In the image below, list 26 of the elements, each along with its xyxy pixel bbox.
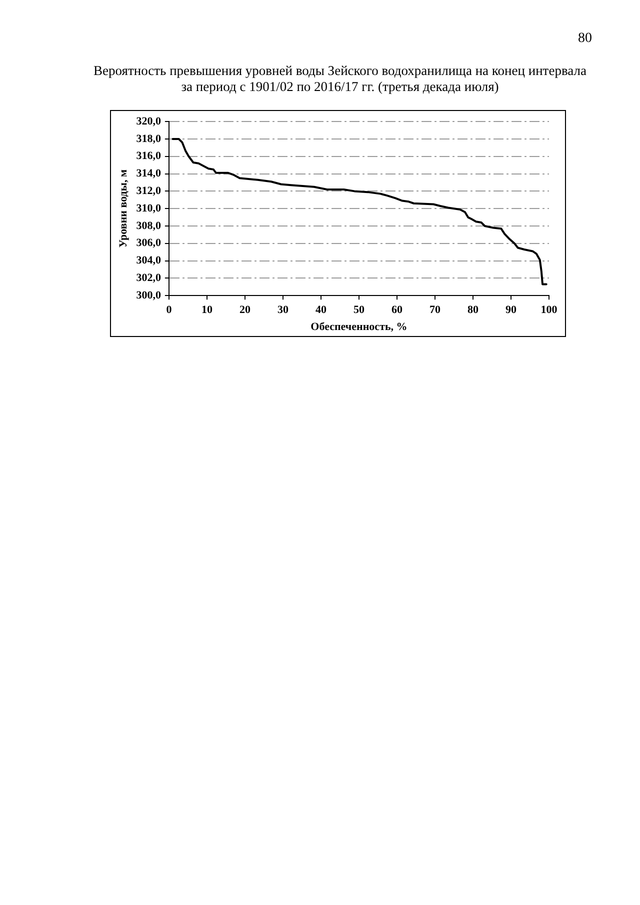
x-tick-label: 0	[166, 304, 172, 316]
y-tick-label: 314,0	[136, 168, 162, 180]
x-tick-label: 70	[429, 304, 441, 316]
x-tick-label: 100	[540, 304, 558, 316]
text: 80	[578, 30, 592, 48]
x-tick-label: 80	[467, 304, 479, 316]
y-tick-label: 310,0	[136, 202, 162, 214]
y-tick-label: 304,0	[136, 254, 162, 267]
chart-title: Вероятность превышения уровней воды Зейского водохранилища на конец интервала за период с 1901/02 по 2016/17 гг. (третья декада июля)	[92, 63, 588, 95]
y-tick-label: 312,0	[136, 185, 162, 198]
x-tick-label: 30	[277, 304, 289, 316]
x-tick-label: 20	[239, 304, 251, 316]
y-tick-label: 302,0	[136, 272, 162, 284]
x-tick-label: 60	[391, 304, 403, 316]
y-tick-label: 308,0	[136, 220, 162, 232]
x-axis-title: Обеспеченность, %	[310, 321, 408, 334]
x-tick-label: 90	[505, 304, 517, 316]
x-tick-label: 40	[315, 304, 327, 316]
x-tick-label: 10	[201, 304, 213, 316]
y-tick-label: 318,0	[136, 132, 162, 145]
y-tick-label: 306,0	[136, 237, 162, 250]
y-axis-title: Уровни воды, м	[117, 169, 130, 248]
y-tick-label: 316,0	[136, 150, 162, 162]
y-tick-label: 320,0	[136, 115, 162, 128]
y-tick-label: 300,0	[136, 289, 162, 302]
x-tick-label: 50	[353, 304, 365, 316]
